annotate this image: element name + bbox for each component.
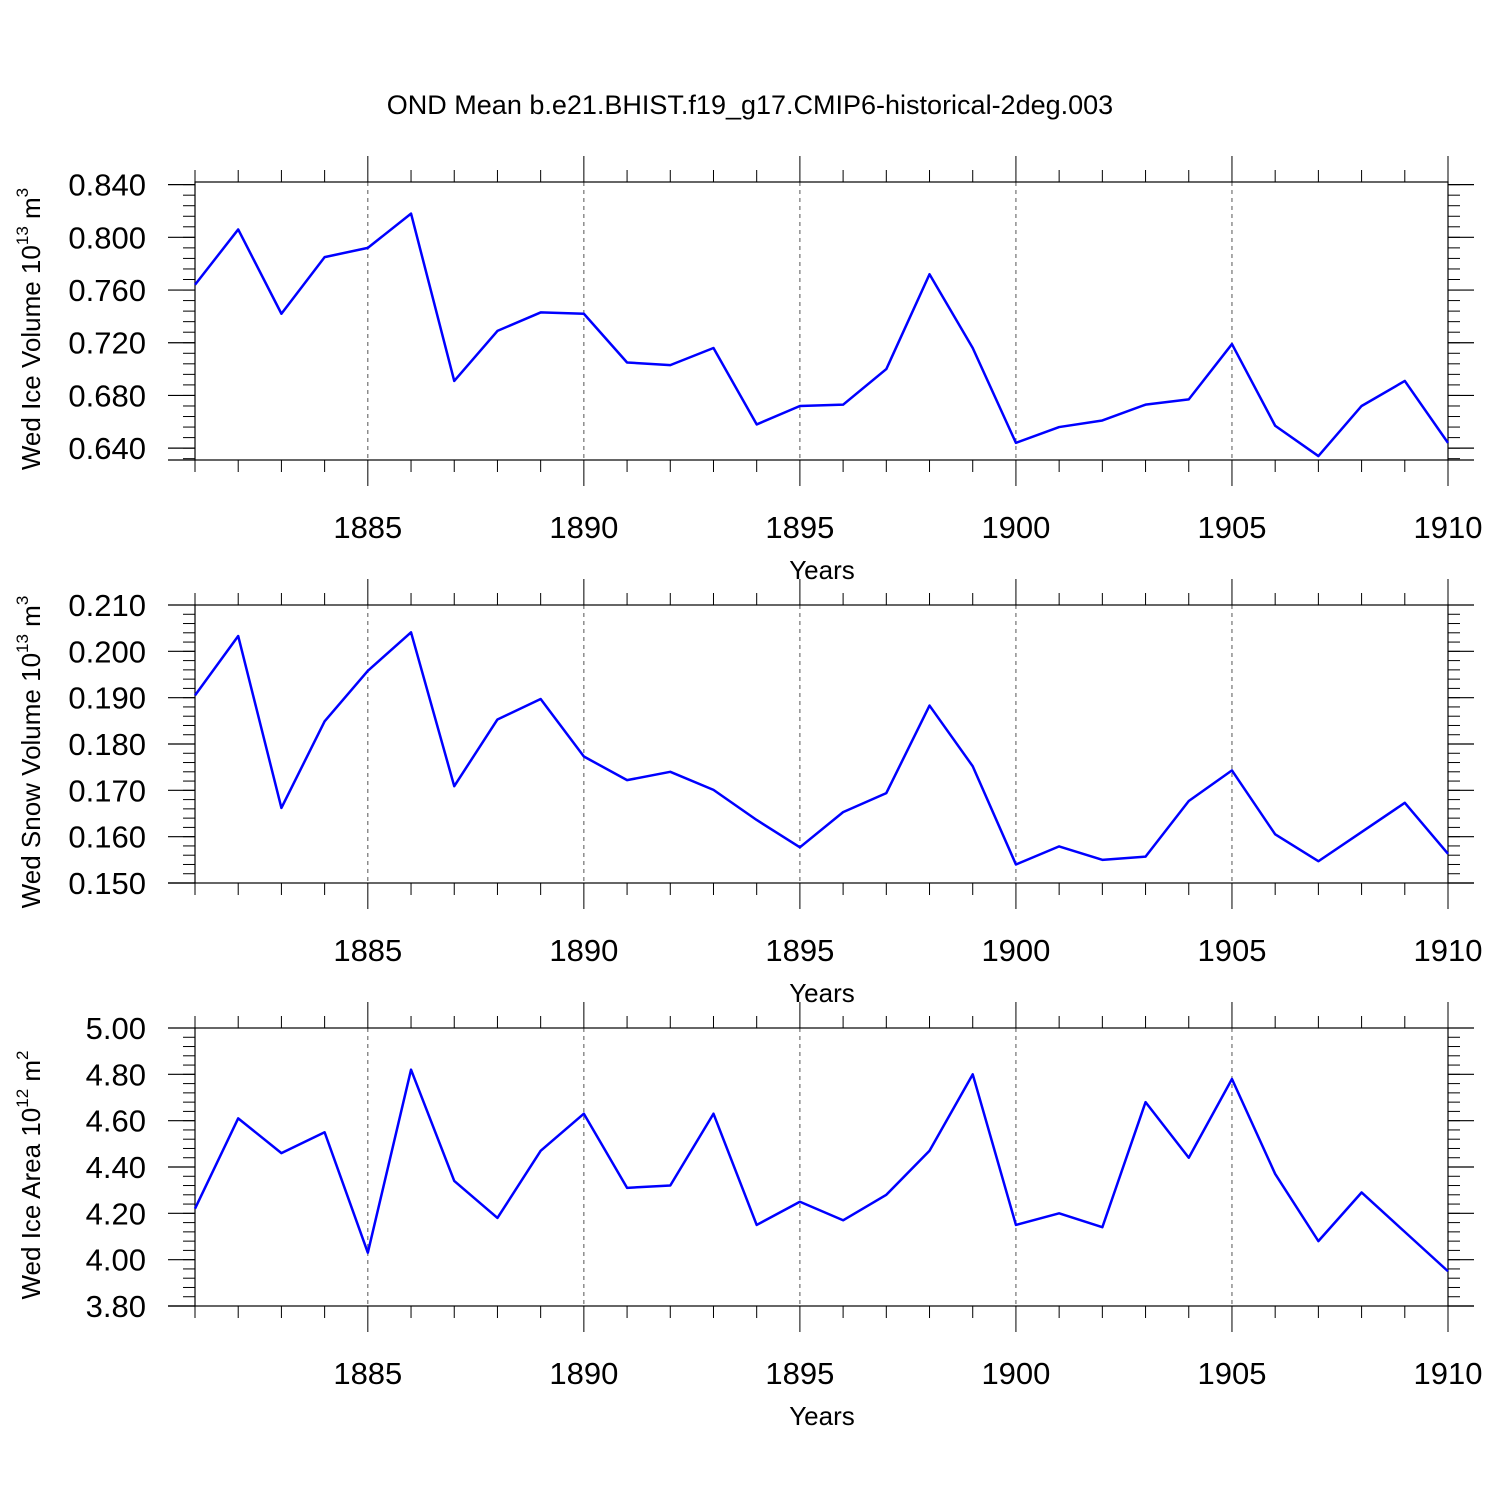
x-tick-label: 1890	[549, 510, 618, 545]
y-axis-label-exponent: 12	[13, 1089, 32, 1108]
panel-1: 0.640 0.680 0.720 0.760 0.800 0.840 1885 1890 18…	[13, 156, 1482, 585]
y-axis-label-unit: m	[16, 1060, 46, 1089]
y-axis-label-unit-exponent: 3	[13, 188, 32, 197]
y-tick-label: 3.80	[86, 1289, 146, 1324]
x-tick-label: 1895	[765, 510, 834, 545]
x-tick-label: 1910	[1414, 510, 1483, 545]
y-axis-label-exponent: 13	[13, 226, 32, 245]
x-tick-label: 1910	[1414, 933, 1483, 968]
y-tick-label: 0.160	[68, 820, 146, 855]
x-tick-label: 1900	[981, 933, 1050, 968]
y-tick-label: 4.00	[86, 1243, 146, 1278]
x-axis-label: Years	[789, 1401, 855, 1431]
y-tick-label: 0.800	[68, 220, 146, 255]
y-tick-label: 4.20	[86, 1196, 146, 1231]
y-tick-label: 0.180	[68, 727, 146, 762]
y-tick-label: 0.680	[68, 378, 146, 413]
x-tick-label: 1895	[765, 1356, 834, 1391]
x-tick-label: 1905	[1197, 510, 1266, 545]
x-tick-label: 1905	[1197, 933, 1266, 968]
y-tick-label: 0.720	[68, 326, 146, 361]
x-tick-label: 1895	[765, 933, 834, 968]
plot-frame	[194, 604, 1449, 884]
y-tick-label: 0.190	[68, 681, 146, 716]
y-axis-label-exponent: 13	[13, 634, 32, 653]
x-tick-label: 1885	[333, 933, 402, 968]
y-axis-label: Wed Ice Volume 1013 m3	[13, 188, 46, 470]
y-tick-label: 4.60	[86, 1104, 146, 1139]
x-tick-label: 1885	[333, 510, 402, 545]
series-line	[193, 1068, 1449, 1273]
x-axis-label: Years	[789, 978, 855, 1008]
y-axis-label-unit: m	[16, 197, 46, 226]
y-axis-label-unit-exponent: 2	[13, 1050, 32, 1059]
x-tick-label: 1900	[981, 510, 1050, 545]
x-axis-label: Years	[789, 555, 855, 585]
x-tick-label: 1890	[549, 933, 618, 968]
panel-3: 3.80 4.00 4.20 4.40 4.60 4.80 5.00 1885 1890 1895…	[13, 1002, 1482, 1431]
y-axis-label-text: Wed Snow Volume 10	[16, 653, 46, 908]
series-line	[193, 631, 1449, 866]
x-tick-label: 1900	[981, 1356, 1050, 1391]
y-axis-label: Wed Snow Volume 1013 m3	[13, 596, 46, 909]
x-tick-label: 1910	[1414, 1356, 1483, 1391]
y-tick-label: 0.760	[68, 273, 146, 308]
y-axis-label-unit-exponent: 3	[13, 596, 32, 605]
y-tick-label: 0.840	[68, 168, 146, 203]
y-tick-label: 4.80	[86, 1057, 146, 1092]
y-axis-label-unit: m	[16, 605, 46, 634]
plot-frame	[194, 181, 1449, 461]
series-line	[194, 212, 1450, 458]
y-tick-label: 0.210	[68, 588, 146, 623]
y-tick-label: 0.150	[68, 866, 146, 901]
chart-title: OND Mean b.e21.BHIST.f19_g17.CMIP6-histo…	[386, 90, 1114, 120]
y-axis-label-text: Wed Ice Area 10	[16, 1108, 46, 1300]
y-tick-label: 4.40	[86, 1150, 146, 1185]
plot-frame	[194, 1027, 1449, 1307]
y-axis-label: Wed Ice Area 1012 m2	[13, 1050, 46, 1299]
x-tick-label: 1905	[1197, 1356, 1266, 1391]
y-tick-label: 5.00	[86, 1011, 146, 1046]
y-tick-label: 0.640	[68, 431, 146, 466]
x-tick-label: 1890	[549, 1356, 618, 1391]
y-tick-label: 0.200	[68, 634, 146, 669]
x-tick-label: 1885	[333, 1356, 402, 1391]
y-axis-label-text: Wed Ice Volume 10	[16, 245, 46, 470]
y-tick-label: 0.170	[68, 773, 146, 808]
panel-2: 0.150 0.160 0.170 0.180 0.190 0.200 0.210 1885 1…	[13, 579, 1482, 1008]
